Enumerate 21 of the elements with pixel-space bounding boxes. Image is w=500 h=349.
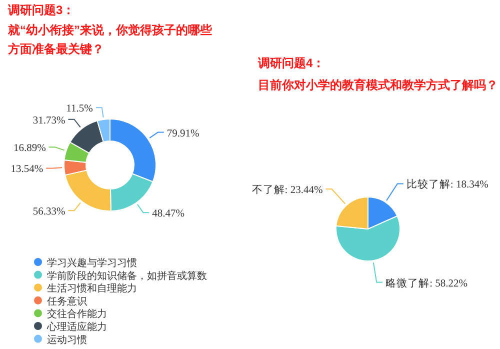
data-label: 13.54% bbox=[10, 164, 44, 176]
data-label: 79.91% bbox=[166, 128, 200, 140]
chart-title: 调研问题4： bbox=[257, 56, 325, 70]
data-label: 11.5% bbox=[66, 104, 94, 115]
data-label: 56.33% bbox=[32, 206, 66, 218]
data-label: 48.47% bbox=[152, 208, 185, 220]
legend-label: 生活习惯和自理能力 bbox=[47, 282, 137, 295]
chart-subtitle: 就“幼小衔接”来说，你觉得孩子的哪些方面准备最关键？ bbox=[7, 23, 213, 56]
slice-label: 略微了解: 58.22% bbox=[386, 277, 468, 290]
slice-label: 不了解: 23.44% bbox=[252, 184, 323, 196]
legend-label: 运动习惯 bbox=[47, 334, 87, 346]
chart-subtitle: 目前你对小学的教育模式和教学方式了解吗？ bbox=[258, 78, 498, 92]
legend-label: 学前阶段的知识储备，如拼音或算数 bbox=[47, 270, 207, 282]
data-label: 16.89% bbox=[13, 143, 46, 154]
slice-label: 比较了解: 18.34% bbox=[406, 178, 489, 191]
legend-label: 学习兴趣与学习习惯 bbox=[47, 257, 137, 269]
legend-label: 交往合作能力 bbox=[47, 308, 107, 320]
legend-label: 任务意识 bbox=[46, 295, 87, 308]
data-label: 31.73% bbox=[32, 115, 66, 126]
legend-label: 心理适应能力 bbox=[46, 321, 107, 333]
chart-title: 调研问题3： bbox=[7, 3, 75, 17]
